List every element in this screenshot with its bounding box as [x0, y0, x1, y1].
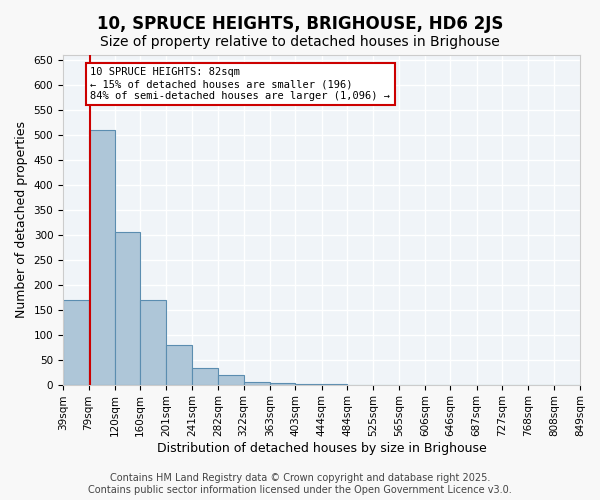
Bar: [270, 383, 295, 384]
Bar: [115, 232, 140, 384]
Text: 10, SPRUCE HEIGHTS, BRIGHOUSE, HD6 2JS: 10, SPRUCE HEIGHTS, BRIGHOUSE, HD6 2JS: [97, 15, 503, 33]
Text: Contains HM Land Registry data © Crown copyright and database right 2025.
Contai: Contains HM Land Registry data © Crown c…: [88, 474, 512, 495]
Text: 10 SPRUCE HEIGHTS: 82sqm
← 15% of detached houses are smaller (196)
84% of semi-: 10 SPRUCE HEIGHTS: 82sqm ← 15% of detach…: [91, 68, 391, 100]
Text: Size of property relative to detached houses in Brighouse: Size of property relative to detached ho…: [100, 35, 500, 49]
Y-axis label: Number of detached properties: Number of detached properties: [15, 122, 28, 318]
Bar: [218, 374, 244, 384]
Bar: [244, 382, 270, 384]
Bar: [140, 300, 166, 384]
X-axis label: Distribution of detached houses by size in Brighouse: Distribution of detached houses by size …: [157, 442, 487, 455]
Bar: [89, 130, 115, 384]
Bar: [192, 368, 218, 384]
Bar: [166, 344, 192, 385]
Bar: [63, 300, 89, 384]
